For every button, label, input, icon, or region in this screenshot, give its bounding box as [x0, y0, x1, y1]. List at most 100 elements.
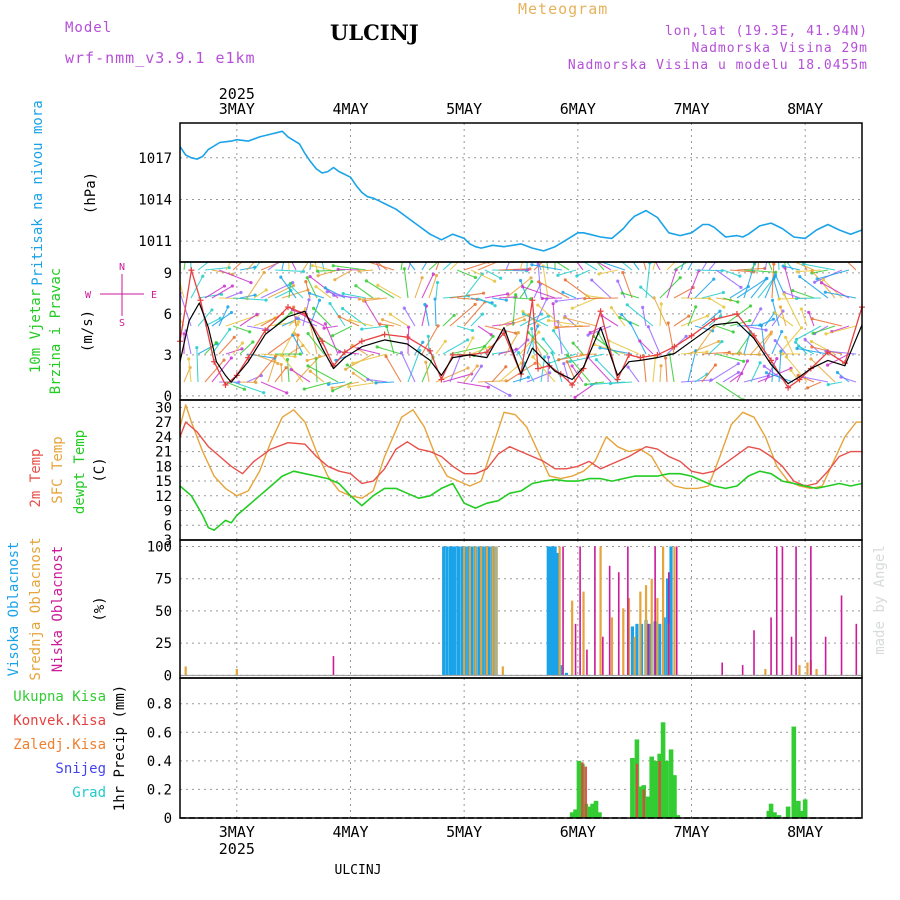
wind-arrow — [622, 272, 633, 299]
wind-arrow-head — [784, 355, 788, 359]
wind-arrow-head — [336, 267, 340, 271]
precip-total-bar — [593, 800, 599, 818]
wind-arrow — [591, 279, 612, 299]
cloud-bar — [824, 636, 827, 676]
wind-arrow-head — [771, 317, 776, 321]
wind-arrow — [584, 297, 619, 300]
wind-arrow-head — [700, 244, 703, 247]
y-tick-label: 0 — [164, 811, 172, 827]
wind-arrow-head — [384, 354, 388, 359]
wind-arrow-head — [566, 248, 569, 251]
y-tick-label: 25 — [155, 636, 172, 652]
wind-arrow — [435, 340, 446, 355]
cloud-bar — [635, 623, 639, 676]
cloud-bar — [564, 672, 569, 676]
wind-arrow — [239, 313, 258, 327]
wind-arrow-head — [222, 284, 227, 288]
wind-arrow-head — [548, 371, 552, 375]
wind-arrow-head — [452, 313, 456, 317]
wind-arrow-head — [685, 253, 688, 256]
cloud-mid-title: Srednja Oblacnost — [28, 537, 44, 680]
wind-arrow-head — [319, 242, 322, 245]
wind-arrow — [505, 332, 519, 355]
wind-arrow — [799, 276, 829, 299]
wind-arrow-head — [652, 296, 656, 300]
wind-arrow — [562, 291, 577, 299]
wind-arrow — [204, 267, 230, 271]
wind-arrow — [576, 269, 591, 277]
wind-arrow-head — [475, 364, 479, 368]
wind-subtitle: Brzina i Pravac — [48, 268, 64, 394]
cloud-bar — [633, 636, 636, 676]
wind-arrow — [576, 262, 584, 271]
wind-arrow-head — [801, 262, 805, 266]
precip-legend-item: Snijeg — [55, 761, 106, 777]
wind-arrow — [552, 303, 556, 327]
cloud-bar — [627, 546, 629, 676]
wind-arrow-head — [758, 361, 762, 365]
wind-arrow — [204, 359, 225, 383]
wind-arrow — [260, 282, 293, 299]
wind-arrow-head — [296, 322, 300, 326]
wind-arrow-head — [531, 355, 535, 359]
wind-arrow — [463, 273, 483, 299]
wind-arrow-head — [537, 330, 541, 334]
wind-arrow — [333, 294, 360, 299]
wind-arrow-head — [562, 361, 566, 366]
wind-arrow-head — [798, 275, 802, 279]
wind-arrow — [680, 351, 707, 355]
wind-arrow-head — [262, 270, 266, 275]
wind-arrow — [601, 315, 619, 327]
wind-arrow-head — [823, 290, 827, 294]
wind-arrow-head — [273, 359, 277, 363]
cloud-bar — [599, 546, 602, 676]
2m-temp-line — [179, 421, 862, 487]
wind-arrow-head — [311, 306, 316, 310]
wind-arrow-head — [774, 270, 778, 274]
wind-arrow — [307, 333, 325, 355]
wind-arrow — [750, 331, 772, 355]
wind-arrow — [694, 373, 708, 383]
wind-arrow — [512, 294, 517, 327]
wind-arrow-head — [380, 318, 385, 322]
wind-arrow-head — [791, 289, 795, 293]
wind-arrow — [757, 262, 759, 271]
wind-arrow — [793, 262, 815, 271]
wind-arrow-head — [434, 273, 439, 278]
wind-arrow-head — [506, 292, 510, 296]
precip-total-bar — [649, 756, 655, 818]
cloud-bar — [770, 617, 772, 676]
wind-arrow-head — [176, 273, 179, 276]
wind-arrow — [771, 365, 774, 383]
wind-arrow — [246, 325, 269, 331]
pressure-unit: (hPa) — [83, 172, 99, 214]
wind-arrow-head — [486, 385, 490, 389]
wind-arrow-head — [521, 285, 525, 289]
wind-arrow-head — [296, 333, 300, 337]
wind-arrow-head — [543, 355, 547, 359]
wind-arrow — [211, 329, 231, 355]
wind-arrow — [774, 340, 787, 355]
wind-arrow-head — [304, 280, 308, 284]
wind-arrow-head — [248, 330, 252, 334]
wind-arrow-head — [294, 316, 298, 320]
wind-arrow — [407, 350, 421, 383]
wind-arrow — [548, 319, 584, 327]
wind-arrow — [424, 304, 430, 327]
precip-legend-item: Grad — [72, 785, 106, 801]
dewpt-title: dewpt Temp — [72, 430, 88, 514]
wind-arrow-head — [536, 324, 540, 328]
wind-arrow — [642, 307, 647, 327]
wind-arrow — [589, 325, 605, 334]
wind-arrow — [701, 364, 716, 383]
wind-arrow-head — [340, 306, 345, 311]
y-tick-label: 9 — [164, 504, 172, 520]
wind-arrow — [567, 354, 591, 383]
wind-arrow-head — [318, 247, 321, 250]
model-label: Model — [65, 20, 113, 36]
y-tick-label: 27 — [155, 415, 172, 431]
wind-arrow-head — [772, 262, 776, 266]
wind-arrow-head — [684, 334, 688, 338]
wind-arrow — [281, 289, 309, 299]
